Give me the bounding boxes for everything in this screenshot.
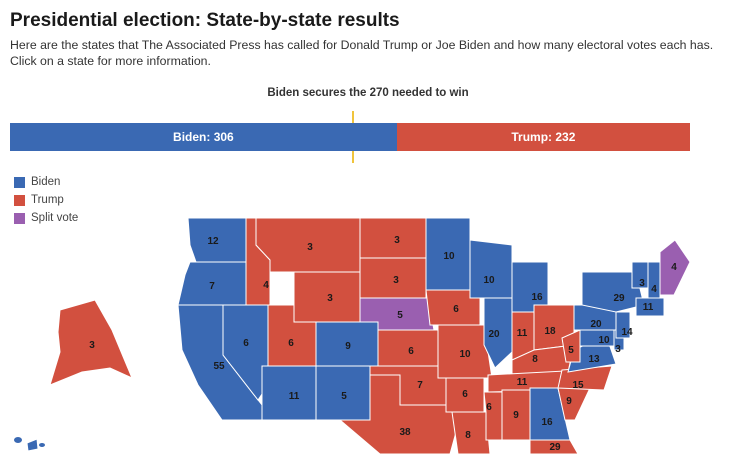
state-west-virginia[interactable]: [561, 329, 581, 363]
state-ev-louisiana: 8: [465, 430, 471, 441]
state-ev-kentucky: 8: [532, 354, 538, 365]
state-ev-west-virginia: 5: [568, 345, 574, 356]
state-ev-florida: 29: [549, 442, 561, 453]
state-florida[interactable]: [529, 439, 579, 454]
state-ev-kansas: 6: [408, 346, 414, 357]
page-subtitle: Here are the states that The Associated …: [10, 38, 714, 68]
state-ev-wyoming: 3: [327, 293, 333, 304]
threshold-label: Biden secures the 270 needed to win: [267, 87, 469, 99]
state-north-dakota[interactable]: [359, 217, 427, 259]
state-hawaii-island-2[interactable]: [39, 443, 45, 447]
state-louisiana[interactable]: [451, 411, 491, 454]
state-ev-georgia: 16: [541, 417, 553, 428]
state-ev-colorado: 9: [345, 341, 351, 352]
threshold-marker-bottom: [352, 151, 354, 163]
legend-label-trump: Trump: [31, 194, 64, 206]
trump-total-segment[interactable]: Trump: 232: [396, 123, 690, 151]
state-arizona[interactable]: [261, 365, 317, 421]
state-ev-alabama: 9: [513, 410, 519, 421]
state-texas[interactable]: [338, 374, 459, 454]
state-shapes: [14, 217, 691, 454]
state-ev-new-jersey: 14: [621, 327, 633, 338]
state-ev-arkansas: 6: [462, 389, 468, 400]
state-ev-mississippi: 6: [486, 402, 492, 413]
state-ev-idaho: 4: [263, 280, 269, 291]
threshold-marker-top: [352, 111, 354, 123]
legend-item-biden: Biden: [14, 173, 78, 191]
state-wisconsin[interactable]: [469, 239, 513, 299]
state-ev-missouri: 10: [459, 349, 471, 360]
legend-item-trump: Trump: [14, 191, 78, 209]
biden-total-segment[interactable]: Biden: 306: [10, 123, 397, 151]
state-ev-illinois: 20: [488, 329, 500, 340]
state-ev-new-hampshire: 4: [651, 284, 657, 295]
state-ev-new-york: 29: [613, 293, 625, 304]
state-ev-alaska: 3: [89, 340, 95, 351]
state-ev-indiana: 11: [517, 328, 528, 339]
state-ev-nevada: 6: [243, 338, 249, 349]
state-ev-north-carolina: 15: [572, 380, 584, 391]
biden-total-label: Biden: 306: [173, 130, 234, 144]
legend-swatch-biden: [14, 176, 25, 188]
state-ev-arizona: 11: [289, 391, 300, 402]
state-ev-minnesota: 10: [443, 251, 455, 262]
state-ev-utah: 6: [288, 338, 294, 349]
state-ev-iowa: 6: [453, 304, 459, 315]
state-illinois[interactable]: [483, 297, 513, 369]
state-ev-tennessee: 11: [517, 377, 528, 388]
state-ev-north-dakota: 3: [394, 235, 400, 246]
state-ev-ohio: 18: [544, 326, 556, 337]
state-ev-south-carolina: 9: [566, 396, 572, 407]
state-new-york[interactable]: [581, 271, 645, 313]
state-ev-wisconsin: 10: [483, 275, 495, 286]
state-ev-washington: 12: [207, 236, 219, 247]
legend-swatch-split: [14, 212, 25, 224]
state-ev-delaware: 3: [615, 344, 621, 355]
legend-label-split: Split vote: [31, 212, 79, 224]
page-title: Presidential election: State-by-state re…: [10, 10, 400, 31]
legend-swatch-trump: [14, 194, 25, 206]
state-mississippi[interactable]: [483, 391, 503, 441]
state-ev-texas: 38: [399, 427, 411, 438]
state-ev-vermont: 3: [639, 278, 645, 289]
state-hawaii-island-1[interactable]: [14, 437, 22, 443]
state-ev-pennsylvania: 20: [590, 319, 602, 330]
state-ev-new-mexico: 5: [341, 391, 347, 402]
state-ev-montana: 3: [307, 242, 313, 253]
state-ev-oregon: 7: [209, 281, 215, 292]
legend: Biden Trump Split vote: [14, 173, 78, 227]
state-ev-nebraska: 5: [397, 310, 403, 321]
state-alaska[interactable]: [49, 299, 133, 386]
state-hawaii[interactable]: [26, 438, 39, 452]
state-ev-maine: 4: [671, 262, 677, 273]
state-ev-massachusetts: 11: [643, 302, 654, 313]
state-maine[interactable]: [659, 239, 691, 296]
state-ev-oklahoma: 7: [417, 380, 423, 391]
state-ev-maryland: 10: [598, 335, 610, 346]
state-massachusetts[interactable]: [635, 297, 665, 317]
trump-total-label: Trump: 232: [511, 130, 576, 144]
electoral-vote-bar: Biden: 306 Trump: 232: [10, 123, 690, 151]
legend-label-biden: Biden: [31, 176, 61, 188]
legend-item-split: Split vote: [14, 209, 78, 227]
state-ev-california: 55: [213, 361, 225, 372]
state-ev-virginia: 13: [588, 354, 600, 365]
state-ev-michigan: 16: [531, 292, 543, 303]
state-ev-south-dakota: 3: [393, 275, 399, 286]
